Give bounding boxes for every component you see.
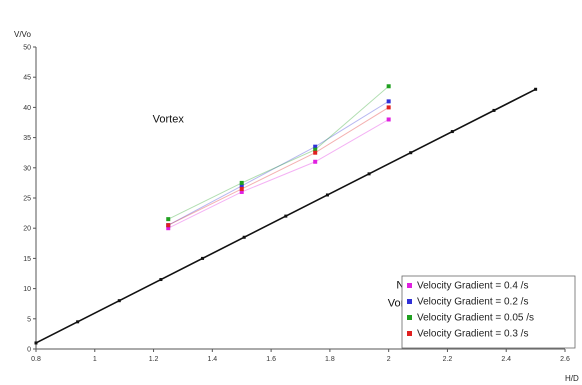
- x-tick-label: 0.8: [31, 356, 41, 363]
- boundary-marker: [284, 214, 288, 218]
- boundary-marker: [534, 87, 538, 91]
- legend-swatch: [407, 283, 412, 288]
- data-point: [386, 84, 391, 89]
- y-tick-label: 25: [23, 196, 31, 203]
- boundary-line: [34, 87, 538, 345]
- y-tick-label: 30: [23, 165, 31, 172]
- data-point: [239, 189, 244, 194]
- data-point: [166, 223, 171, 228]
- boundary-marker: [450, 130, 454, 134]
- x-tick-label: 1.6: [266, 356, 276, 363]
- legend-label: Velocity Gradient = 0.2 /s: [417, 297, 528, 308]
- boundary-marker: [159, 278, 163, 282]
- series-line: [168, 119, 389, 229]
- boundary-marker: [242, 235, 246, 239]
- x-tick-label: 1.8: [325, 356, 335, 363]
- boundary-marker: [492, 108, 496, 112]
- legend-swatch: [407, 315, 412, 320]
- legend-box: [401, 275, 576, 349]
- boundary-marker: [201, 256, 205, 260]
- series-0: [166, 117, 391, 231]
- legend-label: Velocity Gradient = 0.3 /s: [417, 329, 528, 340]
- x-axis-label: H/D: [565, 374, 579, 383]
- y-tick-label: 15: [23, 256, 31, 263]
- x-tick-label: 2.6: [560, 356, 570, 363]
- y-tick-label: 50: [23, 45, 31, 52]
- y-tick-label: 10: [23, 286, 31, 293]
- series-line: [168, 106, 389, 226]
- boundary-marker: [367, 172, 371, 176]
- data-point: [386, 99, 391, 104]
- y-axis-label: V/Vo: [14, 30, 31, 39]
- series-2: [166, 84, 391, 222]
- x-tick-label: 1: [93, 356, 97, 363]
- data-point: [239, 186, 244, 191]
- legend: Velocity Gradient = 0.4 /s Velocity Gradi…: [401, 275, 576, 349]
- series-1: [166, 99, 391, 228]
- data-point: [239, 180, 244, 185]
- series-line: [168, 85, 389, 220]
- legend-label: Velocity Gradient = 0.4 /s: [417, 281, 528, 292]
- legend-swatch: [407, 331, 412, 336]
- region-label: Vortex: [153, 114, 185, 126]
- series-3: [166, 105, 391, 228]
- x-tick-label: 1.2: [149, 356, 159, 363]
- data-point: [313, 144, 318, 149]
- data-point: [386, 117, 391, 122]
- data-point: [313, 159, 318, 164]
- data-point: [166, 217, 171, 222]
- data-point: [386, 105, 391, 110]
- data-series: [166, 84, 391, 231]
- x-tick-label: 2: [387, 356, 391, 363]
- data-point: [313, 147, 318, 152]
- legend-swatch: [407, 299, 412, 304]
- x-tick-label: 2.2: [443, 356, 453, 363]
- data-point: [313, 150, 318, 155]
- y-tick-label: 35: [23, 135, 31, 142]
- x-tick-label: 2.4: [501, 356, 511, 363]
- legend-label: Velocity Gradient = 0.05 /s: [417, 313, 534, 324]
- y-tick-label: 20: [23, 226, 31, 233]
- x-tick-label: 1.4: [207, 356, 217, 363]
- boundary-marker: [409, 151, 413, 155]
- boundary-marker: [34, 341, 38, 345]
- data-point: [239, 183, 244, 188]
- y-tick-label: 0: [27, 347, 31, 354]
- boundary-marker: [117, 299, 121, 303]
- boundary-marker: [325, 193, 329, 197]
- y-tick-label: 40: [23, 105, 31, 112]
- y-tick-label: 45: [23, 75, 31, 82]
- boundary-marker: [76, 320, 80, 324]
- series-line: [168, 100, 389, 226]
- data-point: [166, 226, 171, 231]
- y-tick-label: 5: [27, 316, 31, 323]
- tick-labels: 0.8 1 1.2 1.4 1.6 1.8 2 2.2 2.4 2.6 0 5 10 15 20 25 30 35…: [23, 45, 570, 364]
